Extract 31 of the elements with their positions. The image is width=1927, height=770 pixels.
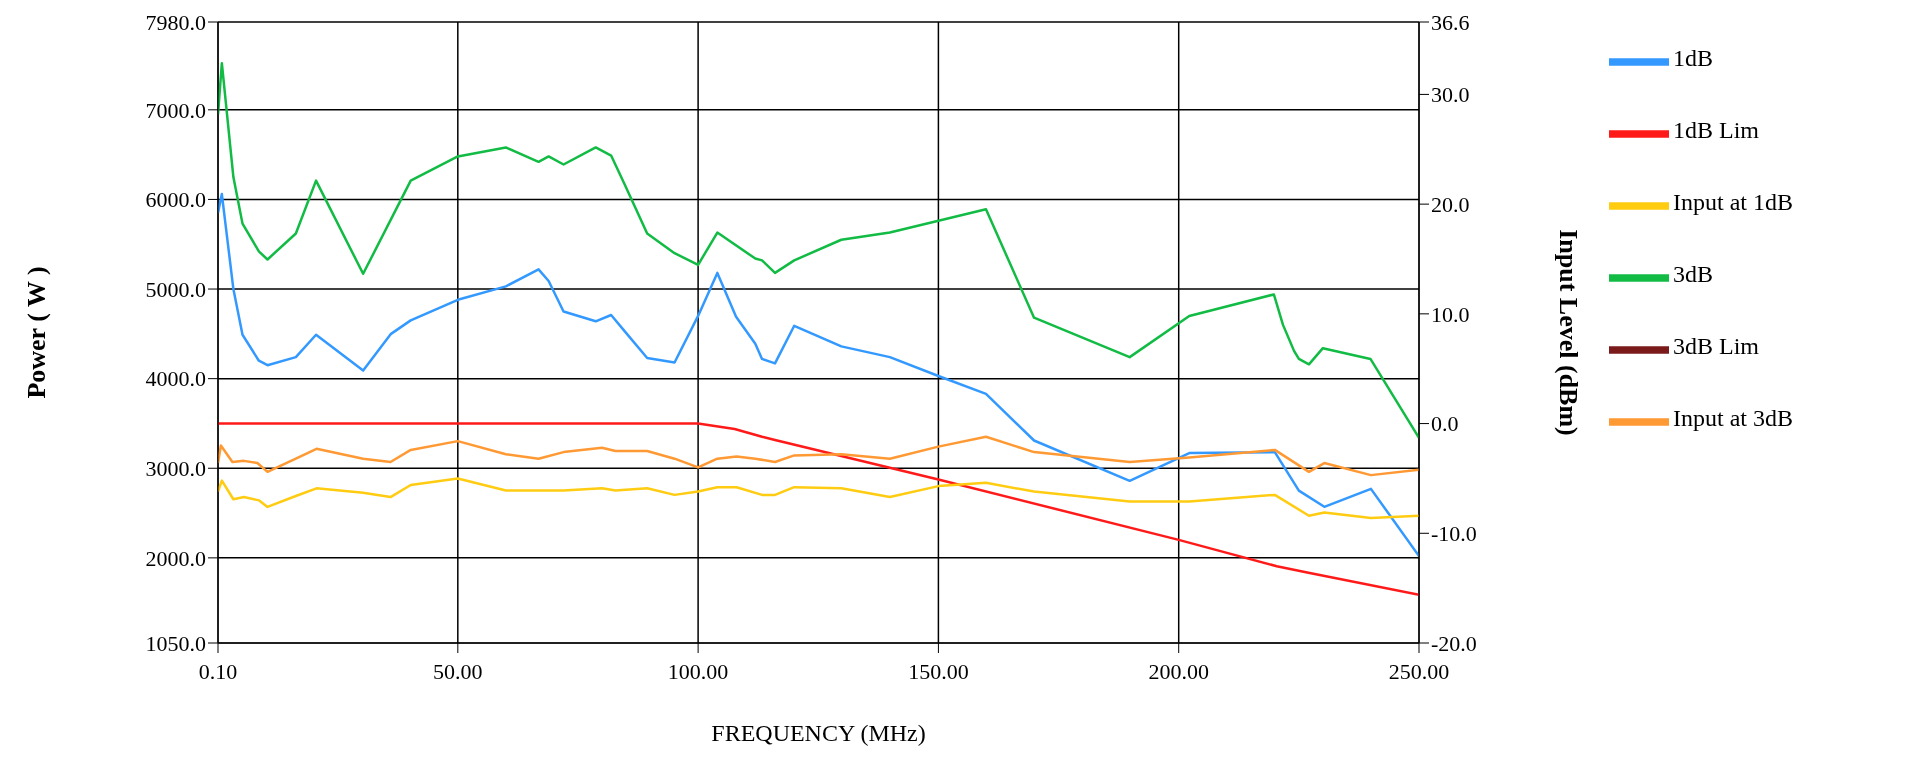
x-tick-label: 250.00 xyxy=(1388,658,1450,684)
y-tick-label: 6000.0 xyxy=(145,187,206,213)
y2-tick-label: 30.0 xyxy=(1431,82,1470,108)
y-tick-label: 1050.0 xyxy=(145,630,206,656)
y2-tick-label: 0.0 xyxy=(1431,411,1459,437)
y-tick-label: 4000.0 xyxy=(145,366,206,392)
y2-tick-label: -20.0 xyxy=(1431,630,1477,656)
x-axis-title: FREQUENCY (MHz) xyxy=(711,720,926,746)
y2-axis-title: Input Level (dBm) xyxy=(1553,229,1583,436)
y-tick-label: 3000.0 xyxy=(145,456,206,482)
y-tick-label: 2000.0 xyxy=(145,545,206,571)
legend-label: 3dB Lim xyxy=(1673,332,1760,361)
legend-label: 1dB xyxy=(1673,44,1714,73)
y-tick-label: 7000.0 xyxy=(145,97,206,123)
y-tick-label: 5000.0 xyxy=(145,276,206,302)
legend-label: Input at 1dB xyxy=(1673,188,1793,217)
legend-label: 3dB xyxy=(1673,260,1714,289)
line-series xyxy=(218,477,1419,520)
y2-tick-label: 10.0 xyxy=(1431,301,1470,327)
y2-tick-label: 20.0 xyxy=(1431,191,1470,217)
y2-tick-label: -10.0 xyxy=(1431,521,1477,547)
legend-label: Input at 3dB xyxy=(1673,404,1793,433)
x-tick-label: 0.10 xyxy=(198,658,238,684)
y-tick-label: 7980.0 xyxy=(145,9,206,35)
x-tick-label: 100.00 xyxy=(667,658,729,684)
x-tick-label: 50.00 xyxy=(433,658,483,684)
y2-tick-label: 36.6 xyxy=(1431,9,1470,35)
y-axis-title: Power ( W ) xyxy=(22,266,52,399)
legend-label: 1dB Lim xyxy=(1673,116,1760,145)
x-tick-label: 200.00 xyxy=(1148,658,1209,684)
x-tick-label: 150.00 xyxy=(908,658,969,684)
